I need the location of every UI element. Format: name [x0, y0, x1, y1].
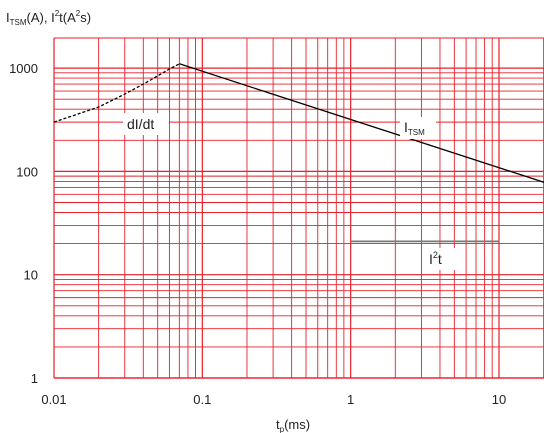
grid — [53, 37, 544, 379]
y-tick-label: 10 — [24, 268, 38, 283]
di-dt-label-bg — [123, 113, 169, 135]
di-dt-label: dI/dt — [127, 116, 154, 132]
x-axis-title: tp(ms) — [276, 417, 310, 433]
itsm-label-bg — [400, 117, 436, 139]
itsm-label: ITSM — [404, 119, 425, 137]
i2t-label-bg — [424, 248, 458, 270]
series-line-itsm — [179, 63, 544, 183]
y-axis-title: ITSM(A), I2t(A2s) — [6, 9, 91, 27]
x-tick-label: 0.01 — [41, 392, 66, 407]
series-line-di_dt — [53, 63, 180, 123]
x-tick-label: 0.1 — [193, 392, 211, 407]
i2t-label: I2t — [429, 250, 442, 267]
x-tick-label: 1 — [347, 392, 354, 407]
plot-area: 0.01 0.1 1 10 1 10 100 1000 — [9, 61, 544, 407]
y-tick-label: 1 — [31, 371, 38, 386]
x-tick-label: 10 — [492, 392, 506, 407]
y-tick-label: 1000 — [9, 61, 38, 76]
y-tick-label: 100 — [16, 164, 38, 179]
